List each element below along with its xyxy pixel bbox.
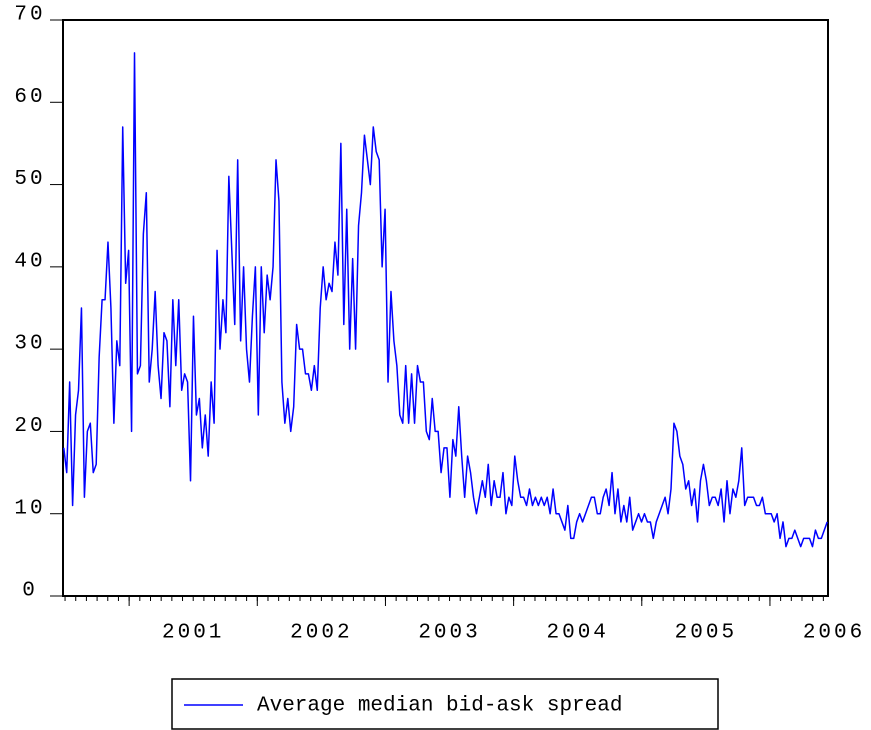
x-tick-label: 2001 [162,622,224,645]
legend-label: Average median bid-ask spread [257,695,622,718]
series-line [63,52,828,548]
plot-frame [62,19,829,597]
x-tick-label: 2002 [290,622,352,645]
y-tick-label: 20 [14,415,45,438]
y-tick-label: 60 [14,86,45,109]
x-tick-label: 2006 [803,622,865,645]
legend: Average median bid-ask spread [171,678,719,730]
y-tick-label: 0 [22,580,38,603]
y-tick-label: 50 [14,168,45,191]
x-tick-label: 2004 [546,622,608,645]
y-tick-label: 10 [14,497,45,520]
y-tick-label: 70 [14,4,45,27]
y-tick-label: 40 [14,250,45,273]
y-tick-label: 30 [14,333,45,356]
x-tick-label: 2003 [418,622,480,645]
legend-box [171,678,719,730]
x-tick-label: 2005 [675,622,737,645]
